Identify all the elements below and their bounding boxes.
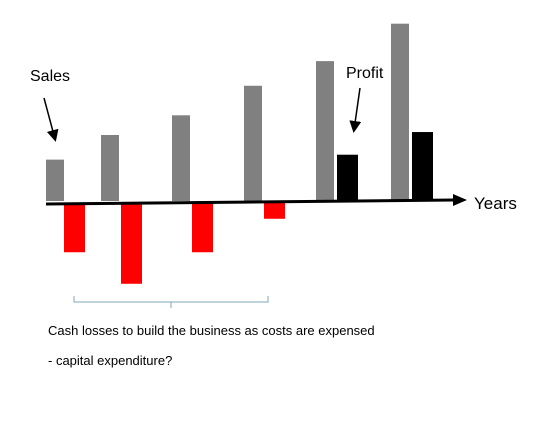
caption-line-1: Cash losses to build the business as cos… — [48, 323, 375, 338]
caption-line-2: - capital expenditure? — [48, 353, 173, 368]
sales-bar-2 — [101, 135, 119, 201]
profit-bar-5 — [337, 154, 358, 201]
sales-pointer-arrow — [43, 97, 59, 142]
x-axis-arrowhead — [453, 194, 467, 206]
sales-series — [46, 23, 409, 202]
profit-label: Profit — [346, 65, 384, 82]
sales-bar-6 — [391, 23, 409, 202]
profit-bar-2 — [121, 203, 142, 284]
profit-bar-6 — [412, 132, 433, 201]
profit-bar-1 — [64, 203, 85, 253]
profit-pointer-arrow — [349, 87, 362, 133]
profit-bar-4 — [264, 203, 285, 219]
loss-years-bracket — [73, 296, 269, 308]
profit-bar-3 — [192, 203, 213, 253]
sales-bar-4 — [244, 85, 262, 201]
sales-bar-5 — [316, 61, 334, 201]
x-axis-label: Years — [474, 194, 517, 213]
x-axis-line — [45, 198, 456, 206]
profit-series — [64, 132, 433, 284]
sales-bar-1 — [46, 159, 64, 201]
sales-label: Sales — [30, 68, 70, 85]
sales-bar-3 — [172, 115, 190, 201]
